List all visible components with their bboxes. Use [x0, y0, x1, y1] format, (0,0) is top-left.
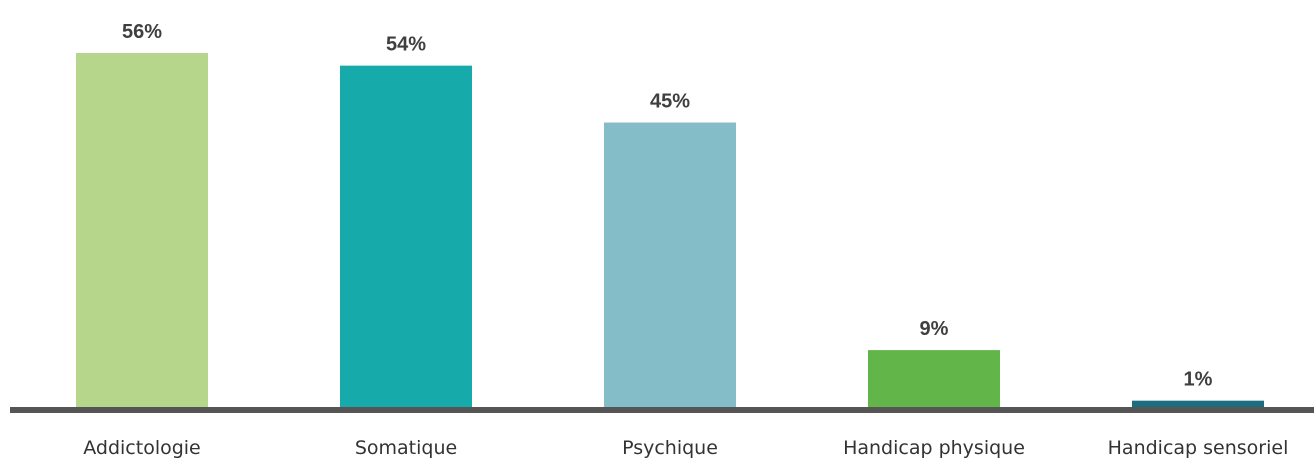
bar-addictologie	[76, 53, 208, 407]
category-label: Somatique	[355, 437, 457, 459]
bar-handicap-physique	[868, 350, 1000, 407]
value-label: 9%	[920, 318, 949, 340]
value-label: 56%	[122, 21, 162, 43]
value-label: 45%	[650, 91, 690, 113]
bar-handicap-sensoriel	[1132, 400, 1264, 407]
value-label: 1%	[1184, 369, 1213, 391]
value-label: 54%	[386, 34, 426, 56]
value-labels-layer: 56% 54% 45% 9% 1%	[122, 21, 1213, 391]
category-label: Handicap sensoriel	[1108, 437, 1289, 459]
bar-psychique	[604, 122, 736, 408]
category-label: Psychique	[622, 437, 718, 459]
bar-somatique	[340, 65, 472, 408]
category-label: Handicap physique	[843, 437, 1025, 459]
category-labels-layer: Addictologie Somatique Psychique Handicap p…	[83, 437, 1288, 459]
category-label: Addictologie	[83, 437, 201, 459]
bars-layer	[76, 53, 1264, 408]
